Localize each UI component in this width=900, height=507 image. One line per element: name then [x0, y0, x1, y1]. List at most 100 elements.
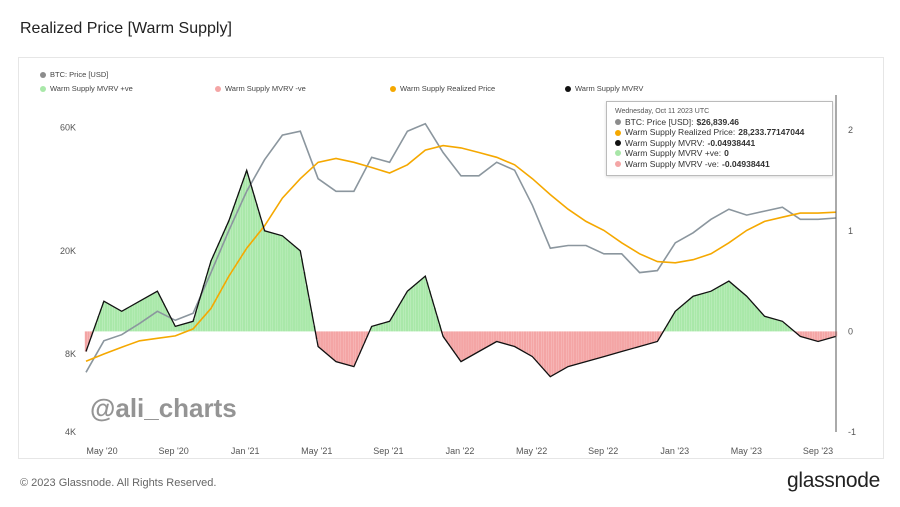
legend-mvrv[interactable]: Warm Supply MVRV	[565, 84, 643, 93]
mvrv-pos-bar	[202, 285, 206, 332]
mvrv-pos-bar	[147, 296, 150, 332]
mvrv-pos-bar	[255, 203, 258, 332]
mvrv-pos-bar	[262, 229, 266, 332]
x-tick-label: May '23	[731, 446, 762, 456]
mvrv-pos-bar	[187, 322, 191, 332]
mvrv-pos-bar	[405, 291, 409, 332]
mvrv-neg-bar	[456, 331, 459, 357]
mvrv-pos-bar	[393, 312, 396, 332]
mvrv-neg-bar	[466, 331, 469, 359]
mvrv-pos-bar	[247, 178, 251, 332]
mvrv-neg-bar	[609, 331, 612, 355]
mvrv-neg-bar	[325, 331, 329, 354]
mvrv-neg-bar	[506, 331, 509, 345]
mvrv-pos-bar	[165, 308, 168, 332]
mvrv-pos-bar	[420, 278, 424, 332]
legend-label-btc-price: BTC: Price [USD]	[50, 70, 109, 79]
mvrv-neg-bar	[659, 331, 662, 337]
mvrv-pos-bar	[142, 298, 145, 332]
mvrv-pos-bar	[282, 237, 286, 332]
mvrv-pos-bar	[167, 313, 170, 332]
mvrv-pos-bar	[694, 295, 697, 332]
legend-btc-price[interactable]: BTC: Price [USD]	[40, 70, 108, 79]
x-tick-label: Jan '23	[660, 446, 689, 456]
mvrv-pos-bar	[681, 304, 685, 332]
mvrv-pos-bar	[418, 280, 421, 332]
mvrv-pos-bar	[185, 323, 188, 332]
mvrv-neg-bar	[586, 331, 589, 362]
mvrv-pos-bar	[754, 306, 757, 332]
tooltip-dot-realized	[615, 129, 621, 136]
tooltip-row-mvrv-pos: Warm Supply MVRV +ve: 0	[615, 148, 824, 158]
mvrv-pos-bar	[137, 301, 140, 332]
mvrv-pos-bar	[94, 323, 98, 332]
mvrv-neg-bar	[340, 331, 344, 364]
mvrv-pos-bar	[666, 323, 670, 332]
legend-realized[interactable]: Warm Supply Realized Price	[390, 84, 495, 93]
tooltip-label-realized: Warm Supply Realized Price:	[625, 127, 736, 138]
tooltip-row-realized: Warm Supply Realized Price: 28,233.771470…	[615, 127, 824, 137]
mvrv-pos-bar	[789, 328, 793, 332]
mvrv-pos-bar	[305, 285, 308, 332]
mvrv-pos-bar	[200, 293, 203, 332]
mvrv-neg-bar	[488, 331, 492, 346]
legend-dot-mvrv-neg	[215, 85, 221, 92]
mvrv-pos-bar	[671, 315, 675, 332]
legend-mvrv-pos[interactable]: Warm Supply MVRV +ve	[40, 84, 133, 93]
mvrv-neg-bar	[493, 331, 497, 343]
mvrv-pos-bar	[205, 276, 208, 332]
mvrv-pos-bar	[212, 254, 216, 332]
mvrv-pos-bar	[172, 323, 175, 332]
mvrv-pos-bar	[724, 282, 727, 332]
legend-mvrv-neg[interactable]: Warm Supply MVRV -ve	[215, 84, 306, 93]
x-tick-label: May '22	[516, 446, 547, 456]
mvrv-pos-bar	[300, 258, 303, 332]
axes: 4K 8K 20K 60K -1 0 1 2 May '20 Sep '20 Jan '21 May …	[60, 95, 856, 456]
mvrv-pos-bar	[287, 241, 291, 332]
mvrv-neg-bar	[350, 331, 354, 367]
mvrv-neg-bar	[451, 331, 454, 350]
mvrv-neg-bar	[87, 331, 90, 345]
mvrv-pos-bar	[711, 289, 715, 332]
mvrv-neg-bar	[443, 331, 446, 339]
mvrv-neg-bar	[503, 331, 507, 344]
mvrv-neg-bar	[338, 331, 341, 363]
tooltip-label-mvrv: Warm Supply MVRV:	[625, 137, 705, 148]
mvrv-neg-bar	[576, 331, 579, 364]
legend-dot-mvrv	[565, 85, 571, 92]
mvrv-pos-bar	[787, 326, 790, 332]
mvrv-pos-bar	[721, 284, 725, 332]
mvrv-neg-bar	[345, 331, 349, 365]
mvrv-pos-bar	[689, 298, 692, 332]
mvrv-neg-bar	[636, 331, 640, 347]
mvrv-neg-bar	[626, 331, 630, 350]
x-tick-label: Sep '20	[158, 446, 188, 456]
mvrv-neg-bar	[511, 331, 514, 346]
tooltip-row-price: BTC: Price [USD]: $26,839.46	[615, 117, 824, 127]
footer-brand-logo: glassnode	[786, 469, 880, 492]
mvrv-pos-bar	[767, 317, 770, 332]
mvrv-neg-bar	[531, 331, 534, 357]
mvrv-neg-bar	[496, 331, 499, 342]
mvrv-pos-bar	[438, 324, 441, 332]
mvrv-pos-bar	[759, 312, 762, 332]
mvrv-neg-bar	[827, 331, 830, 339]
mvrv-neg-bar	[824, 331, 828, 340]
mvrv-neg-bar	[832, 331, 835, 338]
legend-dot-realized	[390, 85, 396, 92]
mvrv-neg-bar	[583, 331, 587, 362]
mvrv-pos-bar	[430, 299, 434, 332]
mvrv-pos-bar	[129, 305, 133, 332]
mvrv-pos-bar	[303, 272, 306, 332]
tooltip-label-mvrv-pos: Warm Supply MVRV +ve:	[625, 148, 722, 159]
mvrv-neg-bar	[448, 331, 451, 346]
mvrv-pos-bar	[741, 293, 745, 332]
tooltip-value-realized: 28,233.77147044	[738, 127, 805, 138]
mvrv-pos-bar	[684, 302, 687, 332]
mvrv-pos-bar	[390, 317, 394, 332]
y-right-tick-label: 0	[848, 326, 853, 336]
mvrv-pos-bar	[400, 300, 404, 332]
mvrv-neg-bar	[358, 331, 361, 355]
mvrv-pos-bar	[298, 250, 301, 332]
